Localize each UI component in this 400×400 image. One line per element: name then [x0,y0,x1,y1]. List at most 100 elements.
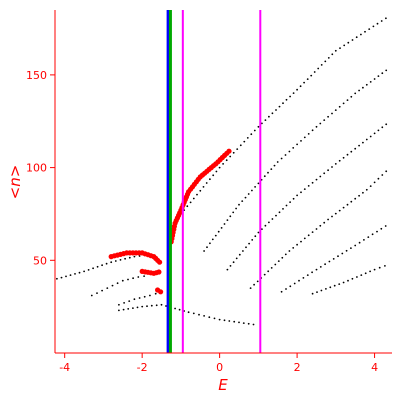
data-point [270,168,273,171]
data-point [365,188,368,191]
data-point [128,256,131,259]
data-point [271,218,274,220]
data-point [373,78,376,80]
reference-lines-layer [166,10,262,353]
data-point [282,208,284,210]
data-point [282,102,284,105]
data-point [289,285,292,288]
data-point [380,227,383,230]
data-point [257,231,260,234]
data-point [331,215,333,218]
data-point [212,174,215,177]
data-point [292,247,295,249]
data-point [278,105,281,108]
data-point [341,252,344,255]
data-point [331,53,334,56]
data-point [214,234,217,237]
data-point [354,244,357,247]
data-point [288,150,291,153]
data-point [319,122,322,125]
data-point [105,262,108,265]
data-point [384,225,387,227]
data-point [158,289,164,295]
data-point [225,159,228,162]
data-point [199,189,202,192]
data-point [300,240,302,243]
data-point [226,268,229,271]
data-point [206,246,208,249]
data-point [358,241,361,244]
data-point [223,223,226,225]
y-tick-label: 150 [26,69,47,82]
data-point [78,271,81,274]
data-point [119,259,122,261]
data-point [101,289,103,292]
data-point [296,243,298,246]
data-point [217,230,220,233]
data-point [111,284,114,287]
data-point [372,25,375,28]
data-point [342,206,345,209]
data-point [264,224,267,227]
data-point [238,203,240,206]
data-point [268,221,270,224]
data-point [284,253,287,256]
data-point [208,316,211,319]
data-point [338,209,341,212]
data-point [315,178,318,181]
data-point [311,271,313,274]
data-point [350,150,353,153]
data-point [92,267,94,270]
data-point [323,172,326,175]
data-point [285,98,288,101]
data-point [292,197,295,200]
data-point [226,148,232,154]
data-point [381,126,384,129]
data-point [334,109,337,111]
data-point [261,228,263,231]
data-point [56,277,58,280]
data-point [316,291,318,293]
data-point [274,263,277,266]
data-point [249,287,252,289]
data-point [235,207,238,210]
data-point [133,298,136,301]
data-point [178,308,181,311]
data-point [60,276,63,279]
data-point [133,255,136,258]
data-point [360,274,363,276]
data-point [364,272,367,275]
data-point [385,69,388,72]
data-point [261,122,263,125]
data-point [377,129,380,132]
data-point [342,102,345,105]
data-point [338,159,341,162]
data-point [235,257,238,260]
data-point [226,219,229,222]
data-point [209,178,211,181]
data-point [192,197,195,200]
data-point [367,236,370,239]
data-point [385,170,388,173]
data-point [358,194,360,197]
data-point [293,282,296,285]
data-point [320,289,323,292]
data-point [87,269,90,271]
data-point [149,294,151,297]
data-point [96,265,99,268]
data-point [376,230,378,233]
data-point [252,323,255,326]
data-point [127,278,129,281]
data-point [278,211,281,214]
data-point [205,182,208,184]
data-point [320,64,323,66]
data-point [254,235,257,238]
data-point [187,311,190,314]
data-point [118,303,120,306]
data-point [369,135,372,138]
data-point [215,170,218,173]
data-point [246,137,249,139]
data-point [354,92,357,95]
data-point [281,256,284,259]
data-point [319,266,322,268]
